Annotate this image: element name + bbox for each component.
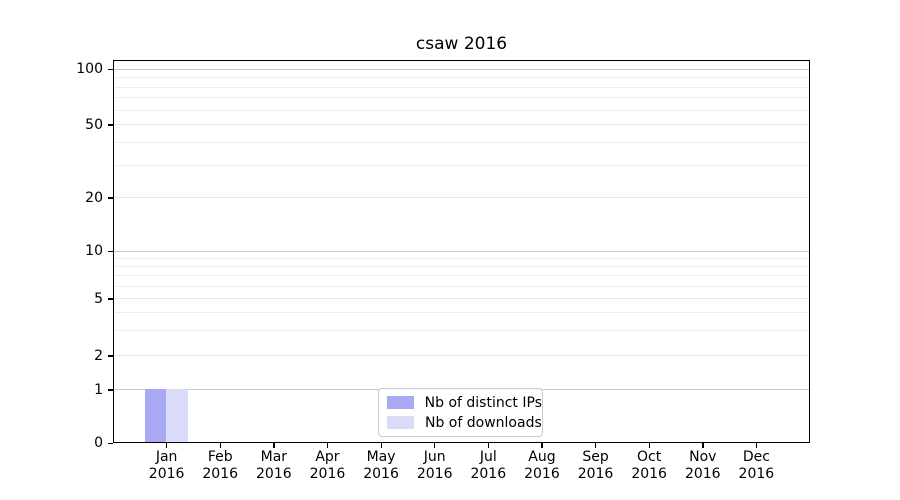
x-tick-year: 2016 [363,466,399,482]
gridline-y-80 [114,86,809,88]
x-tick-year: 2016 [577,466,614,482]
x-tick-mark-aug [541,443,543,448]
gridline-y-30 [114,165,809,167]
y-tick-mark-20 [108,197,113,199]
x-tick-month: Jul [479,449,497,465]
x-tick-mark-jan [166,443,168,448]
chart-title: csaw 2016 [415,34,508,54]
legend-swatch-icon [387,416,414,429]
x-tick-month: Apr [315,449,340,465]
x-tick-month: Aug [528,449,556,465]
x-tick-label-jan: Jan 2016 [135,449,199,483]
x-tick-month: Oct [637,449,662,465]
y-tick-label-2: 2 [94,347,103,364]
x-tick-label-jul: Jul 2016 [456,449,520,483]
legend-label: Nb of downloads [425,414,542,431]
y-tick-mark-5 [108,298,113,300]
gridline-y-90 [114,77,809,78]
gridline-y-6 [114,285,809,287]
x-tick-month: May [366,449,396,465]
gridline-y-40 [114,142,809,144]
x-tick-month: Dec [742,449,770,465]
y-tick-mark-10 [108,250,113,252]
legend-row: Nb of distinct IPs [387,395,542,411]
x-tick-mark-nov [702,443,704,448]
x-tick-label-dec: Dec 2016 [724,449,788,483]
x-tick-year: 2016 [524,466,560,482]
x-tick-month: Feb [207,449,233,465]
gridline-y-2 [114,355,809,357]
x-tick-label-apr: Apr 2016 [295,449,359,483]
x-tick-mark-oct [648,443,650,448]
gridline-y-50 [114,124,809,126]
x-tick-year: 2016 [202,466,239,482]
gridline-y-10 [114,250,809,252]
legend: Nb of distinct IPs Nb of downloads [378,388,543,437]
x-tick-label-may: May 2016 [349,449,413,483]
x-tick-label-aug: Aug 2016 [510,449,574,483]
x-tick-mark-sep [595,443,597,448]
x-tick-label-jun: Jun 2016 [403,449,467,483]
x-tick-year: 2016 [470,466,507,482]
x-tick-mark-dec [755,443,758,448]
gridline-y-20 [114,197,809,199]
gridline-y-100 [114,68,809,70]
x-tick-mark-jul [487,443,490,448]
legend-row: Nb of downloads [387,415,542,431]
y-tick-mark-1 [108,389,113,391]
gridline-y-70 [114,97,809,99]
y-tick-label-0: 0 [94,435,103,451]
gridline-y-9 [114,257,809,259]
bar-nb-of-distinct-ips-jan [144,389,167,443]
x-tick-label-mar: Mar 2016 [242,449,306,483]
gridline-y-8 [114,265,809,267]
x-tick-label-oct: Oct 2016 [617,449,681,483]
x-tick-year: 2016 [631,466,667,482]
y-tick-mark-50 [108,124,113,126]
gridline-y-5 [114,298,809,300]
x-tick-mark-may [380,443,382,448]
y-tick-label-20: 20 [85,189,103,206]
x-tick-year: 2016 [738,466,775,482]
y-tick-label-10: 10 [85,243,103,259]
y-tick-label-50: 50 [85,116,103,133]
gridline-y-4 [114,312,809,314]
y-tick-label-5: 5 [94,290,103,307]
x-tick-label-sep: Sep 2016 [564,449,628,483]
gridline-y-3 [114,330,809,332]
y-tick-mark-2 [108,355,113,357]
x-tick-label-nov: Nov 2016 [671,449,735,483]
x-tick-mark-jun [434,443,436,448]
x-tick-mark-feb [219,443,222,448]
x-tick-month: Mar [260,449,288,465]
y-tick-label-100: 100 [76,61,103,77]
x-tick-month: Sep [582,449,609,465]
x-tick-year: 2016 [148,466,185,482]
legend-swatch-icon [387,396,414,409]
y-tick-mark-0 [108,442,113,444]
x-tick-year: 2016 [416,466,453,482]
x-tick-year: 2016 [684,466,721,482]
bar-nb-of-downloads-jan [166,389,188,443]
x-tick-month: Jun [423,449,446,465]
x-tick-month: Nov [689,449,717,465]
y-tick-mark-100 [108,68,113,70]
y-tick-label-1: 1 [94,381,103,398]
x-tick-mark-mar [273,443,275,448]
x-tick-year: 2016 [309,466,346,482]
x-tick-label-feb: Feb 2016 [188,449,252,483]
plot-area [113,60,810,443]
gridline-y-7 [114,275,809,277]
x-tick-month: Jan [155,449,178,465]
legend-label: Nb of distinct IPs [424,394,542,411]
gridline-y-60 [114,109,809,111]
x-tick-year: 2016 [256,466,292,482]
x-tick-mark-apr [326,443,329,448]
